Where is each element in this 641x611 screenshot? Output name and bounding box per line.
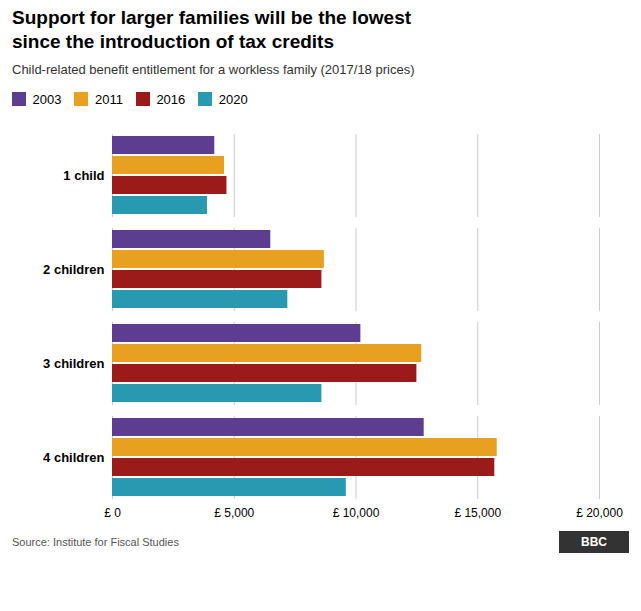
svg-text:3 children: 3 children <box>43 356 104 371</box>
html-text:BBC: BBC <box>581 535 607 549</box>
html-text:2020: 2020 <box>218 91 248 107</box>
html-text:Source: Institute for Fiscal S: Source: Institute for Fiscal Studies <box>12 536 179 548</box>
html-text:2011: 2011 <box>94 91 123 107</box>
svg-text:4 children: 4 children <box>43 450 104 465</box>
svg-text:£ 15,000: £ 15,000 <box>454 506 501 520</box>
svg-text:£ 20,000: £ 20,000 <box>576 506 623 520</box>
svg-text:2 children: 2 children <box>43 262 104 277</box>
svg-text:£ 10,000: £ 10,000 <box>333 506 380 520</box>
html-text:2003: 2003 <box>32 91 62 107</box>
html-text:Child-related benefit entitlem: Child-related benefit entitlement for a … <box>12 61 415 77</box>
svg-text:£ 5,000: £ 5,000 <box>214 506 254 520</box>
svg-text:£ 0: £ 0 <box>104 506 121 520</box>
html-text:Support for larger families wi: Support for larger families will be the … <box>12 7 412 52</box>
html-text:2016: 2016 <box>156 91 186 107</box>
svg-text:1 child: 1 child <box>63 168 104 183</box>
